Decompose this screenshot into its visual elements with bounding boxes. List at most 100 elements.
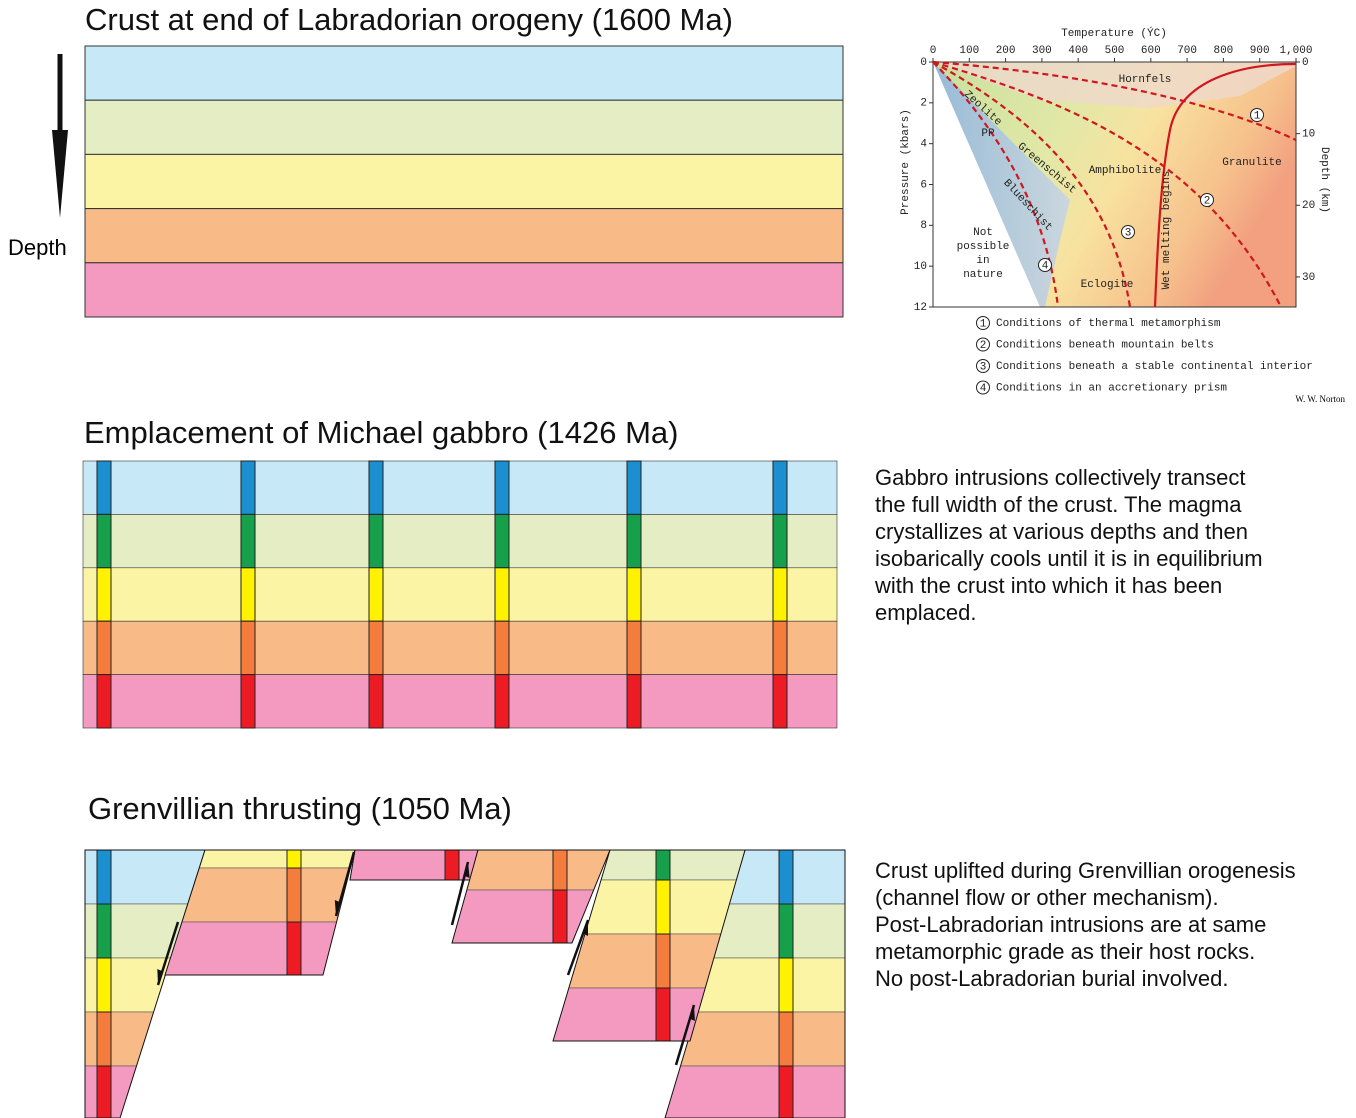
y-tick-label: 4 [920,139,927,151]
metamorphic-phase-diagram: Hornfels Zeolite PP Greenschist Amphibol… [900,26,1346,404]
crust-layer [83,461,837,514]
crust-layer [85,154,843,208]
gabbro-intrusion [495,514,509,567]
panel-title: Emplacement of Michael gabbro (1426 Ma) [84,415,678,450]
legend-text: Conditions beneath mountain belts [996,339,1214,351]
legend-text: Conditions in an accretionary prism [996,382,1227,394]
gabbro-intrusion [97,958,111,1012]
panel-title: Crust at end of Labradorian orogeny (160… [85,2,733,37]
crust-layer [85,100,843,154]
gabbro-intrusion [241,621,255,674]
gabbro-intrusion [287,868,301,922]
gabbro-intrusion [656,880,670,934]
gabbro-intrusion [369,675,383,728]
field-label: Hornfels [1119,74,1172,86]
gabbro-intrusion [241,675,255,728]
gabbro-intrusion [773,621,787,674]
crust-layer [85,46,843,100]
crust-section [85,46,843,317]
gabbro-intrusion [241,568,255,621]
depth-arrow-head [52,130,68,218]
field-label: Granulite [1222,157,1281,169]
gabbro-intrusion [495,621,509,674]
gabbro-intrusion [97,621,111,674]
gabbro-intrusion [627,514,641,567]
curve-marker-label: 1 [1254,110,1261,122]
thrust-section [80,814,850,1118]
gabbro-intrusion [779,1066,793,1118]
gabbro-intrusion [369,461,383,514]
gabbro-intrusion [627,568,641,621]
gabbro-intrusion [287,922,301,976]
gabbro-intrusion [773,461,787,514]
credit: W. W. Norton [1295,394,1345,404]
gabbro-intrusion [97,514,111,567]
gabbro-intrusion [495,675,509,728]
crust-layer [85,263,843,317]
legend-text: Conditions beneath a stable continental … [996,361,1313,373]
description-line: emplaced. [875,600,977,625]
crust-layer [83,568,837,621]
gabbro-intrusion [97,1012,111,1066]
x-tick-label: 300 [1032,45,1052,57]
gabbro-intrusion [241,514,255,567]
field-label: Wet melting begins [1161,171,1173,290]
x-tick-label: 700 [1177,45,1197,57]
x-tick-label: 200 [996,45,1016,57]
y-tick-label: 0 [920,57,927,69]
gabbro-intrusion [445,826,459,880]
field-label: Not [973,227,993,239]
gabbro-intrusion [773,568,787,621]
crust-layer [83,514,837,567]
gabbro-intrusion [627,675,641,728]
y-axis-label: Pressure (kbars) [900,109,912,215]
legend-marker-label: 4 [980,383,987,395]
description-line: No post-Labradorian burial involved. [875,966,1228,991]
x-tick-label: 800 [1213,45,1233,57]
x-tick-label: 600 [1141,45,1161,57]
legend-marker-label: 2 [980,340,987,352]
gabbro-intrusion [495,568,509,621]
description-line: Post-Labradorian intrusions are at same [875,912,1266,937]
legend-marker-label: 3 [980,361,987,373]
curve-marker-label: 3 [1125,227,1132,239]
gabbro-intrusion [369,621,383,674]
y2-axis-label: Depth (km) [1318,147,1330,213]
gabbro-intrusion [97,461,111,514]
description-line: (channel flow or other mechanism). [875,885,1219,910]
field-label: Eclogite [1081,279,1134,291]
x-tick-label: 1,000 [1279,45,1312,57]
gabbro-intrusion [241,461,255,514]
x-tick-label: 0 [930,45,937,57]
crust-layer [85,209,843,263]
crust-layer [83,675,837,728]
gabbro-intrusion [553,890,567,944]
y-tick-label: 6 [920,179,927,191]
crust-section [83,461,837,728]
y-tick-label: 2 [920,98,927,110]
curve-marker-label: 4 [1042,260,1049,272]
gabbro-intrusion [369,514,383,567]
crust-layer [80,1066,850,1118]
gabbro-intrusion [779,1012,793,1066]
page: Crust at end of Labradorian orogeny (160… [0,0,1356,1118]
x-tick-label: 500 [1105,45,1125,57]
field-label: PP [981,128,995,140]
description-line: isobarically cools until it is in equili… [875,546,1263,571]
x-tick-label: 400 [1068,45,1088,57]
depth-label: Depth [8,235,67,260]
gabbro-intrusion [627,461,641,514]
gabbro-intrusion [656,934,670,988]
description-line: with the crust into which it has been [874,573,1222,598]
gabbro-intrusion [779,958,793,1012]
y2-tick-label: 20 [1302,200,1315,212]
gabbro-intrusion [779,850,793,904]
description-line: crystallizes at various depths and then [875,519,1248,544]
field-label: in [976,255,989,267]
gabbro-intrusion [97,850,111,904]
crust-layer [83,621,837,674]
curve-marker-label: 2 [1204,195,1211,207]
description-line: Crust uplifted during Grenvillian orogen… [875,858,1296,883]
x-tick-label: 100 [959,45,979,57]
gabbro-intrusion [779,904,793,958]
